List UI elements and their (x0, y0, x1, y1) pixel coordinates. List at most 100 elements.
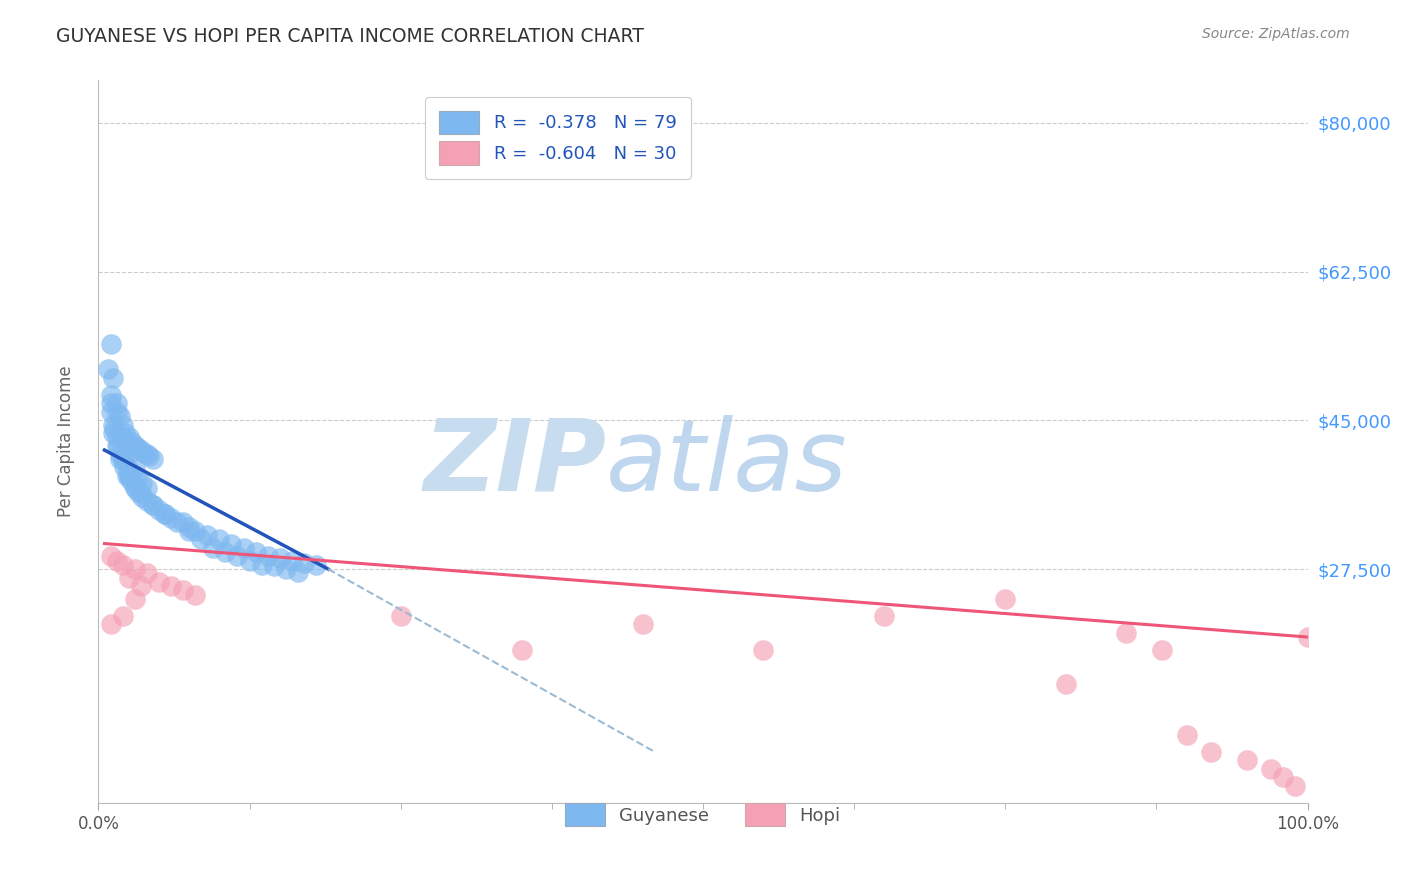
Point (111, 451, 134, 466)
Point (97, 362, 120, 376)
Point (135, 481, 157, 495)
Point (105, 396, 128, 410)
Text: ZIP: ZIP (423, 415, 606, 512)
Point (138, 449, 160, 463)
Point (142, 451, 165, 466)
Point (256, 549, 278, 564)
Point (118, 468, 141, 483)
Point (100, 549, 122, 564)
Point (292, 556, 315, 570)
Point (1296, 630, 1319, 644)
Point (752, 642, 775, 657)
Point (105, 553, 128, 567)
Point (124, 439, 146, 453)
Point (232, 541, 254, 555)
Point (184, 588, 207, 602)
Point (111, 558, 134, 572)
Point (166, 516, 188, 530)
Point (269, 551, 291, 566)
Point (111, 451, 134, 466)
Point (100, 396, 122, 410)
Point (148, 502, 170, 516)
Text: atlas: atlas (606, 415, 848, 512)
Point (1272, 770, 1295, 784)
Point (131, 476, 153, 491)
Point (135, 447, 157, 461)
Point (117, 460, 139, 475)
Point (153, 507, 176, 521)
Point (118, 570, 141, 584)
Point (105, 405, 128, 419)
Point (124, 481, 146, 495)
Point (226, 549, 249, 564)
Point (195, 528, 218, 542)
Point (127, 484, 149, 499)
Point (305, 558, 328, 572)
Point (100, 336, 122, 351)
Point (1284, 779, 1306, 793)
Point (142, 498, 165, 512)
Point (873, 608, 896, 623)
Point (135, 494, 157, 508)
Point (112, 460, 135, 475)
Point (148, 574, 170, 589)
Point (1152, 642, 1174, 657)
Point (239, 553, 262, 567)
Point (172, 516, 194, 530)
Point (124, 460, 146, 475)
Point (124, 562, 146, 576)
Point (108, 451, 131, 466)
Legend: Guyanese, Hopi: Guyanese, Hopi (558, 796, 848, 833)
Point (118, 430, 141, 444)
Text: GUYANESE VS HOPI PER CAPITA INCOME CORRELATION CHART: GUYANESE VS HOPI PER CAPITA INCOME CORRE… (56, 27, 644, 45)
Point (179, 524, 201, 538)
Point (263, 559, 285, 574)
Point (101, 425, 124, 440)
Point (142, 498, 165, 512)
Point (103, 422, 125, 436)
Y-axis label: Per Capita Income: Per Capita Income (56, 366, 75, 517)
Point (202, 541, 225, 555)
Point (124, 480, 146, 494)
Point (111, 608, 134, 623)
Point (184, 524, 207, 538)
Point (250, 558, 273, 572)
Point (101, 371, 124, 385)
Point (101, 417, 124, 432)
Point (179, 519, 201, 533)
Point (281, 553, 304, 567)
Point (510, 642, 533, 657)
Point (114, 425, 136, 440)
Point (129, 485, 152, 500)
Text: Source: ZipAtlas.com: Source: ZipAtlas.com (1202, 27, 1350, 41)
Point (105, 430, 128, 444)
Point (274, 562, 297, 576)
Point (129, 443, 152, 458)
Point (1199, 745, 1222, 759)
Point (221, 536, 243, 550)
Point (100, 388, 122, 402)
Point (121, 434, 143, 449)
Point (100, 617, 122, 632)
Point (108, 409, 131, 423)
Point (117, 468, 139, 483)
Point (160, 511, 183, 525)
Point (1115, 625, 1137, 640)
Point (108, 447, 131, 461)
Point (1054, 677, 1077, 691)
Point (994, 591, 1017, 606)
Point (124, 591, 146, 606)
Point (127, 441, 149, 455)
Point (120, 475, 142, 489)
Point (153, 507, 176, 521)
Point (134, 445, 156, 459)
Point (121, 466, 143, 480)
Point (135, 566, 157, 581)
Point (1175, 728, 1198, 742)
Point (208, 533, 231, 547)
Point (245, 545, 267, 559)
Point (105, 439, 128, 453)
Point (118, 468, 141, 483)
Point (287, 565, 309, 579)
Point (190, 533, 212, 547)
